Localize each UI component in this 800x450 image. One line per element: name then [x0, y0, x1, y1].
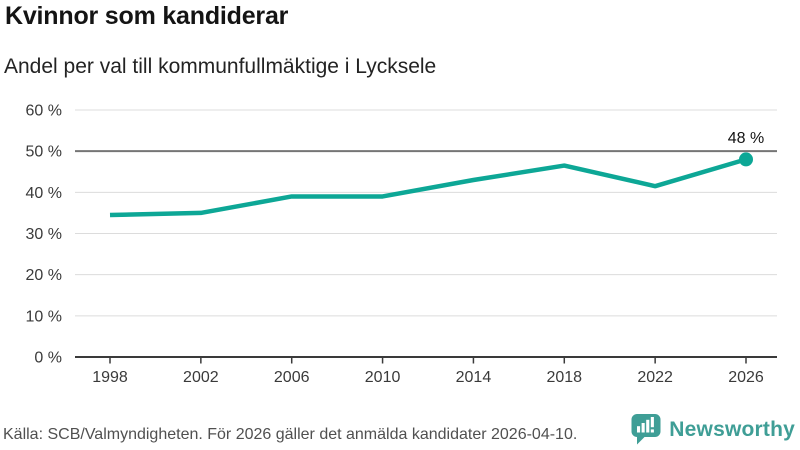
x-tick-label: 2010 — [365, 369, 401, 386]
brand-logo: Newsworthy — [630, 413, 795, 446]
newsworthy-logo-icon — [631, 414, 661, 445]
bar-tall — [646, 419, 650, 433]
bar-small — [637, 426, 641, 433]
data-line — [109, 157, 747, 218]
y-tick-label: 40 % — [26, 185, 62, 202]
x-tick-label: 2026 — [728, 369, 764, 386]
x-tick-label: 2022 — [637, 369, 673, 386]
brand-name: Newsworthy — [669, 417, 795, 441]
y-tick-label: 30 % — [26, 226, 62, 243]
x-tick-label: 1998 — [92, 369, 128, 386]
y-tick-label: 60 % — [26, 103, 62, 120]
exclamation-dot — [651, 429, 655, 433]
chart-subtitle: Andel per val till kommunfullmäktige i L… — [4, 55, 437, 78]
source-caption: Källa: SCB/Valmyndigheten. För 2026 gäll… — [3, 426, 578, 443]
y-tick-label: 20 % — [26, 267, 62, 284]
data-point-last — [739, 152, 753, 167]
y-tick-label: 10 % — [26, 308, 62, 325]
x-tick-label: 2006 — [274, 369, 310, 386]
exclamation-bar — [651, 417, 655, 428]
speech-bubble-shape — [631, 414, 661, 445]
last-value-label: 48 % — [728, 130, 764, 147]
y-tick-label: 0 % — [34, 350, 62, 367]
x-tick-label: 2018 — [546, 369, 582, 386]
chart-title: Kvinnor som kandiderar — [5, 2, 289, 30]
x-tick-label: 2002 — [183, 369, 219, 386]
y-tick-label: 50 % — [26, 144, 62, 161]
x-tick-label: 2014 — [456, 369, 492, 386]
bar-medium — [641, 423, 645, 433]
